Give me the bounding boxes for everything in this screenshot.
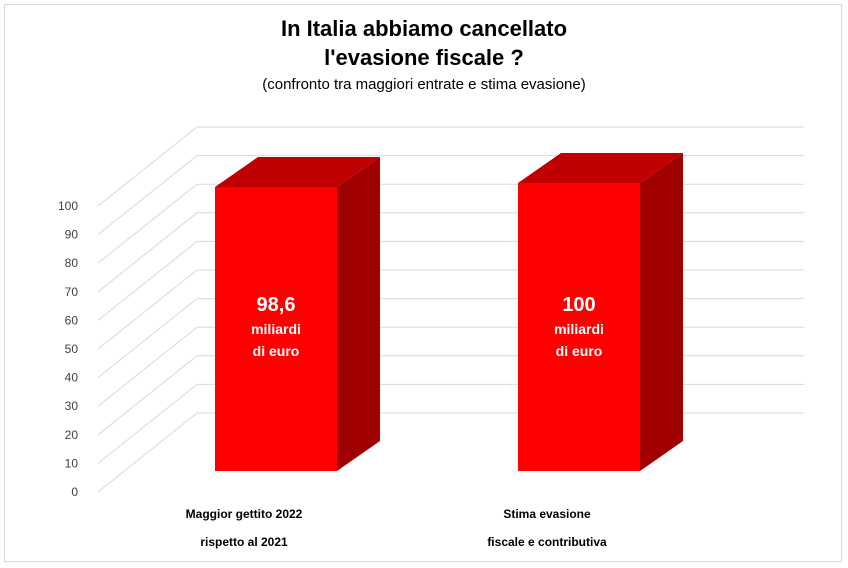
- gridline: [97, 298, 804, 378]
- gridlines: [97, 126, 804, 493]
- bar-data-label: 100 miliardi di euro: [518, 292, 640, 362]
- bar-top-face: [518, 152, 683, 183]
- gridline: [97, 412, 804, 493]
- x-category-label-line: Maggior gettito 2022: [185, 507, 303, 521]
- y-tick-label: 20: [65, 428, 79, 442]
- x-category-label: Stima evasione fiscale e contributiva: [437, 500, 657, 556]
- x-category-label-line: Stima evasione: [503, 507, 591, 521]
- y-tick-label: 100: [58, 199, 78, 213]
- bar-side-face: [640, 152, 683, 472]
- gridline: [97, 355, 804, 436]
- y-tick-label: 50: [65, 342, 79, 356]
- y-tick-label: 60: [65, 313, 79, 327]
- y-tick-label: 10: [65, 456, 79, 470]
- bar-side-face: [337, 157, 380, 471]
- gridline: [97, 155, 804, 235]
- gridline: [97, 383, 804, 464]
- bar-front-face: [215, 187, 337, 471]
- bar: [518, 152, 683, 472]
- y-tick-label: 40: [65, 371, 79, 385]
- x-category-label-line: rispetto al 2021: [200, 535, 288, 549]
- data-label-unit-line-2: di euro: [252, 343, 300, 359]
- data-label-value: 98,6: [256, 294, 296, 316]
- y-tick-label: 0: [71, 485, 78, 499]
- gridline: [97, 240, 804, 321]
- y-tick-label: 80: [65, 256, 79, 270]
- chart-frame: [4, 4, 842, 562]
- gridline: [97, 269, 804, 350]
- chart-title-line-1: In Italia abbiamo cancellato: [280, 16, 568, 41]
- bar-top-face: [215, 157, 380, 187]
- data-label-unit-line-1: miliardi: [554, 321, 604, 337]
- y-tick-label: 30: [65, 399, 79, 413]
- data-label-unit-line-2: di euro: [555, 343, 603, 359]
- y-axis-ticks: 0 10 20 30 40 50 60 70 80 90 100: [58, 199, 78, 499]
- gridline: [97, 183, 804, 264]
- bars: [215, 152, 683, 472]
- gridline: [97, 126, 804, 207]
- chart-title-line-2: l'evasione fiscale ?: [324, 45, 524, 70]
- data-label-unit-line-1: miliardi: [251, 321, 301, 337]
- gridline: [97, 326, 804, 407]
- x-category-label: Maggior gettito 2022 rispetto al 2021: [134, 500, 354, 556]
- y-tick-label: 70: [65, 285, 79, 299]
- bar: [215, 157, 380, 471]
- bar-data-label: 98,6 miliardi di euro: [215, 292, 337, 362]
- bar-front-face: [518, 182, 640, 472]
- x-category-label-line: fiscale e contributiva: [487, 535, 607, 549]
- chart-subtitle: (confronto tra maggiori entrate e stima …: [262, 76, 586, 93]
- y-tick-label: 90: [65, 228, 79, 242]
- data-label-value: 100: [562, 294, 596, 316]
- gridline: [97, 212, 804, 293]
- chart-title: In Italia abbiamo cancellato l'evasione …: [0, 14, 848, 72]
